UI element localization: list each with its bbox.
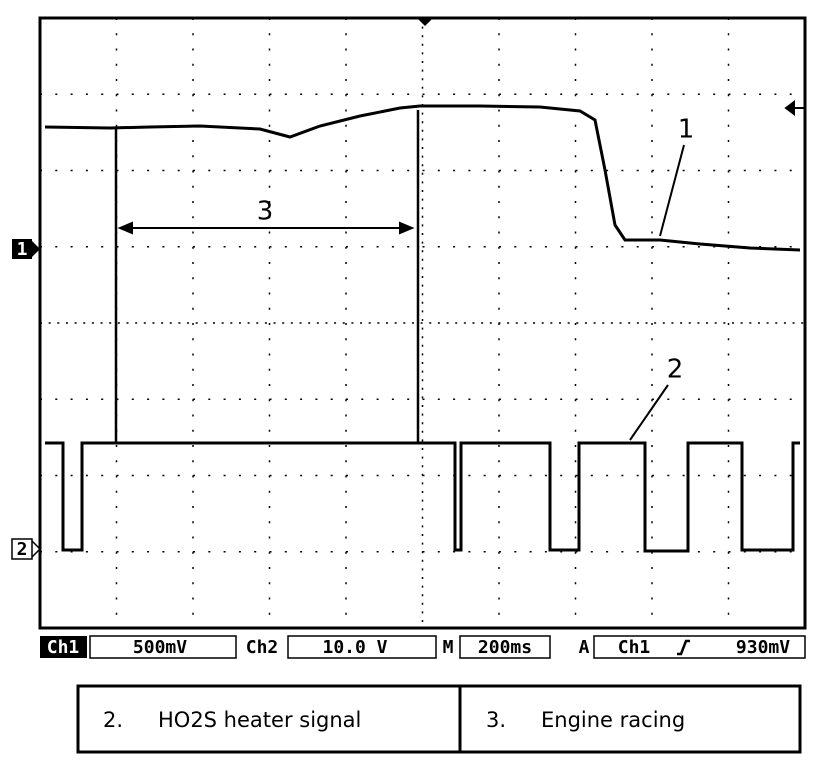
timebase: 200ms [478,637,532,658]
interval-arrow [117,221,415,235]
legend-text: Engine racing [541,708,685,732]
graticule [40,18,805,628]
trigger-source: Ch1 [618,637,651,658]
legend-number: 2. [103,708,123,732]
channel-marker [12,239,32,259]
channel-marker [11,538,33,560]
field-box [459,635,551,659]
callout-leader [659,144,685,237]
legend-number: 3. [486,708,506,732]
legend-table [76,684,802,754]
trigger-label: A [579,637,590,658]
ch2-scale: 10.0 V [322,637,387,658]
trace-2 [45,441,800,553]
cursor-lines [114,110,420,443]
field-box [89,635,237,659]
trigger-level: 930mV [736,637,790,658]
ch1-badge [40,636,87,658]
trigger-level-marker [784,100,804,116]
field-box [287,635,437,659]
field-box [593,635,806,659]
trace-1 [44,104,801,252]
channel-marker-label: 1 [17,239,28,260]
timebase-label: M [443,637,454,658]
callout-label: 2 [667,355,684,385]
channel-marker-arrow [31,540,42,558]
callout-leader [629,384,669,441]
callout-label: 1 [678,115,695,145]
legend-text: HO2S heater signal [158,708,361,732]
trigger-slope-icon [677,639,690,656]
ch1-scale: 500mV [133,637,187,658]
channel-marker-arrow [32,241,40,257]
ch1-label: Ch1 [47,637,80,658]
channel-marker-label: 2 [17,539,28,560]
ch2-label: Ch2 [246,637,279,658]
callout-label: 3 [257,197,274,227]
trigger-position-marker [417,18,433,26]
